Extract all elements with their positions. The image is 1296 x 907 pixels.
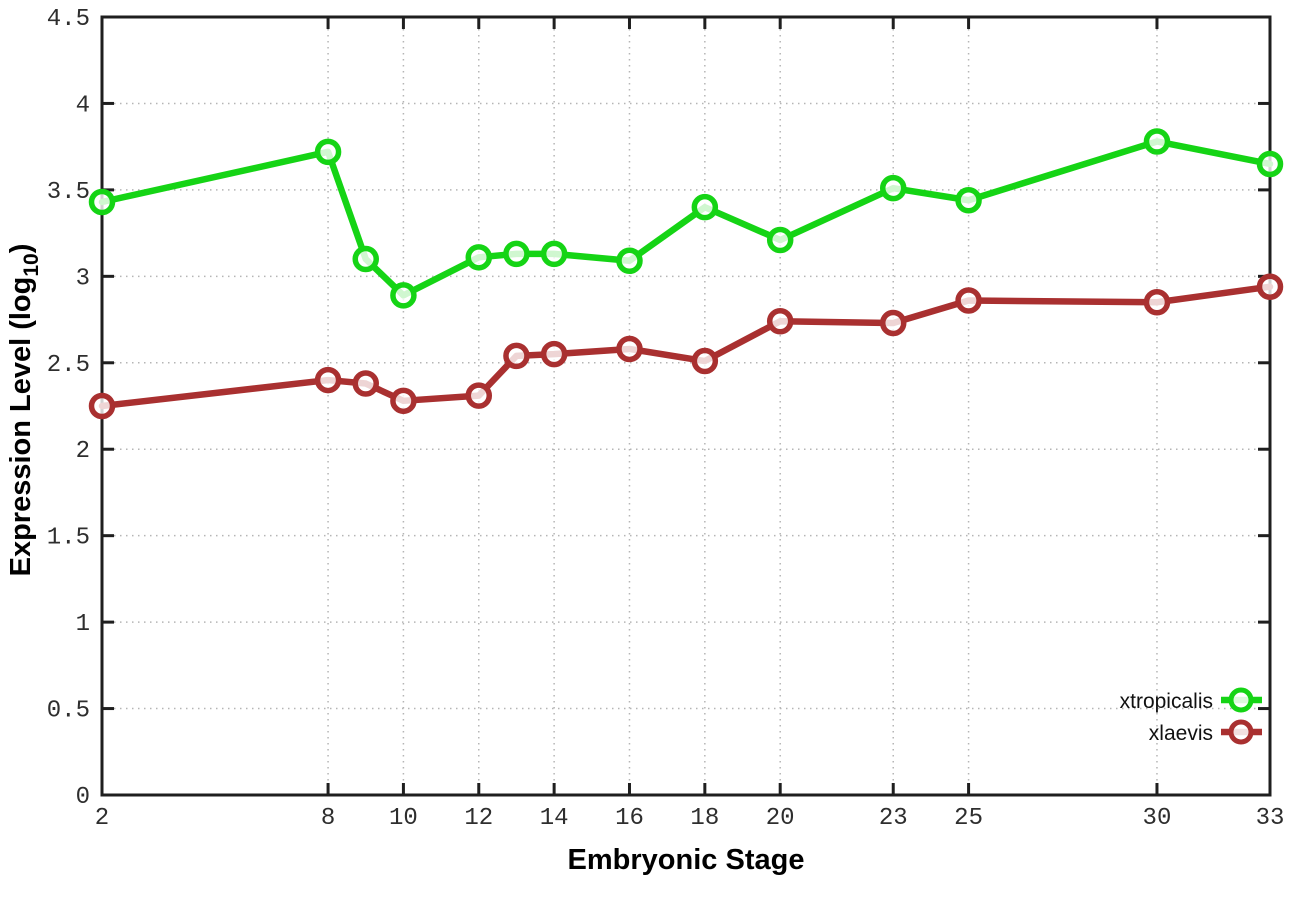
data-point-xtropicalis (465, 244, 493, 271)
data-point-xtropicalis (314, 138, 342, 166)
data-point-xlaevis (352, 370, 379, 397)
tick-marks-layer (100, 15, 1272, 797)
x-tick-label: 18 (690, 805, 719, 832)
data-point-xlaevis (503, 342, 530, 370)
grid-layer (102, 17, 1270, 795)
data-point-xtropicalis (1143, 128, 1171, 155)
y-tick-label: 2.5 (47, 352, 90, 379)
x-tick-label: 16 (615, 805, 644, 832)
plot-border (100, 15, 1272, 797)
data-point-xtropicalis (390, 282, 417, 309)
data-point-xlaevis (1143, 289, 1171, 316)
data-point-xlaevis (766, 308, 794, 335)
x-tick-label: 10 (389, 805, 418, 832)
y-tick-label: 0 (76, 784, 90, 811)
x-tick-label: 8 (321, 805, 335, 832)
plot-border-layer (100, 15, 1272, 797)
data-point-xlaevis (390, 387, 417, 415)
y-tick-label: 4.5 (47, 6, 90, 33)
x-tick-label: 2 (95, 805, 109, 832)
data-point-xlaevis (465, 382, 493, 409)
legend-entry-xtropicalis: xtropicalis (1120, 687, 1262, 713)
data-point-xtropicalis (616, 247, 643, 275)
x-axis-label: Embryonic Stage (568, 844, 805, 876)
data-point-xlaevis (88, 392, 116, 420)
data-point-xlaevis (1256, 273, 1284, 300)
tick-labels-layer: 2 8 10 12 14 16 18 20 23 25 30 33 0 0.5 1 1.5 2 2.5 3 3.5 4 4… (47, 6, 1285, 832)
y-axis-label: Expression Level (log10) (5, 244, 43, 577)
series-line-xtropicalis (98, 138, 1274, 299)
y-tick-label: 1.5 (47, 525, 90, 552)
y-tick-label: 0.5 (47, 698, 90, 725)
data-point-xtropicalis (766, 226, 794, 254)
data-point-xlaevis (691, 347, 719, 375)
data-point-xtropicalis (352, 245, 379, 273)
data-point-xlaevis (314, 366, 342, 394)
x-tick-label: 23 (879, 805, 908, 832)
x-tick-label: 30 (1143, 805, 1172, 832)
data-point-xtropicalis (503, 240, 530, 268)
data-point-xlaevis (955, 287, 982, 314)
y-tick-label: 4 (76, 92, 90, 119)
data-point-xtropicalis (88, 188, 116, 216)
y-tick-label: 2 (76, 438, 90, 465)
x-tick-label: 14 (540, 805, 569, 832)
legend: xtropicalis xlaevis (1120, 687, 1262, 745)
legend-label-xlaevis: xlaevis (1149, 722, 1213, 745)
data-point-xtropicalis (540, 240, 568, 268)
series-layer (88, 128, 1284, 420)
data-point-xlaevis (616, 335, 643, 363)
legend-entry-xlaevis: xlaevis (1149, 719, 1262, 745)
legend-marker-xtropicalis-icon (1221, 687, 1262, 713)
x-tick-label: 12 (464, 805, 493, 832)
legend-label-xtropicalis: xtropicalis (1120, 690, 1213, 713)
x-tick-label: 33 (1256, 805, 1285, 832)
x-tick-label: 20 (766, 805, 795, 832)
y-tick-label: 3 (76, 265, 90, 292)
series-line-xlaevis (98, 283, 1274, 410)
y-tick-label: 3.5 (47, 179, 90, 206)
data-point-xtropicalis (1256, 150, 1284, 178)
data-point-xtropicalis (879, 174, 907, 202)
data-point-xlaevis (540, 340, 568, 368)
legend-marker-xlaevis-icon (1221, 719, 1262, 745)
data-point-xtropicalis (691, 193, 719, 221)
data-point-xlaevis (879, 309, 907, 337)
x-tick-label: 25 (954, 805, 983, 832)
y-tick-label: 1 (76, 611, 90, 638)
data-point-xtropicalis (955, 187, 982, 214)
